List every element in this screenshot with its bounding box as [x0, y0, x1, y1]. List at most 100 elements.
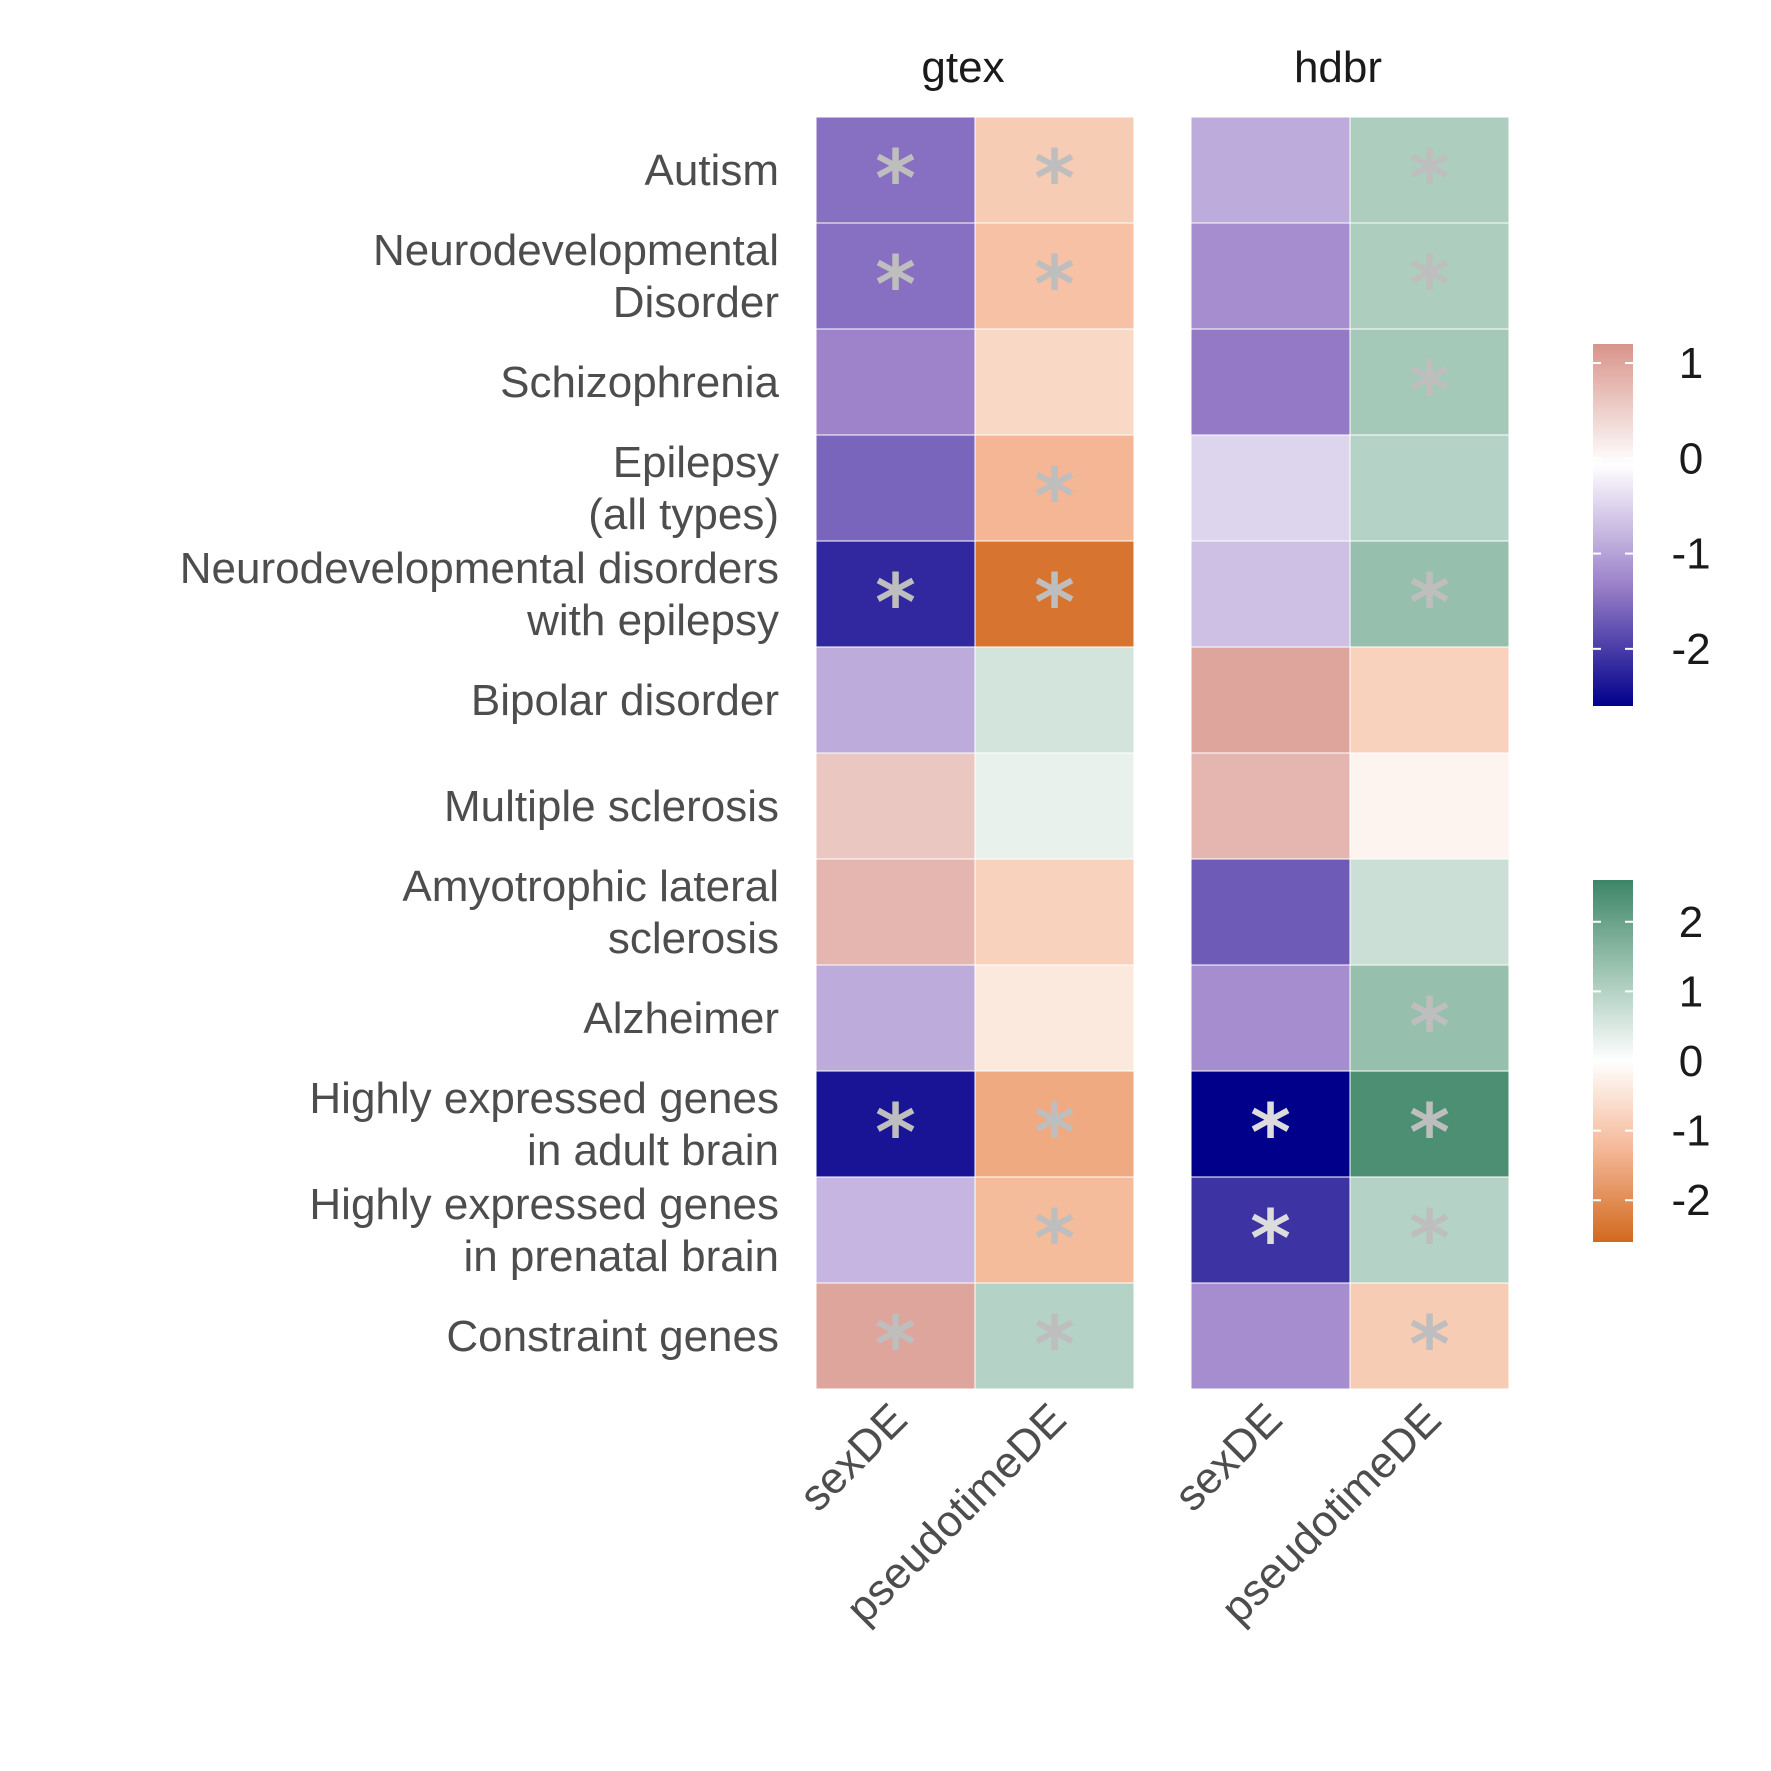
heatmap-cell: [1349, 752, 1510, 860]
heatmap-cell: [974, 964, 1135, 1072]
heatmap-cell: [1349, 1176, 1510, 1284]
significance-marker: *: [875, 559, 916, 649]
significance-marker: *: [1034, 1301, 1075, 1391]
heatmap-cell: [1349, 222, 1510, 330]
heatmap-cell: [815, 964, 976, 1072]
significance-marker: *: [1409, 135, 1450, 225]
heatmap-cell: [815, 646, 976, 754]
legend-tick-label: -1: [1671, 1107, 1710, 1156]
row-label: (all types): [588, 490, 779, 539]
row-label: Amyotrophic lateral: [402, 862, 779, 911]
significance-marker: *: [1034, 1089, 1075, 1179]
heatmap-cell: [1190, 328, 1351, 436]
legend-tick-label: -1: [1671, 530, 1710, 579]
heatmap-cell: [974, 222, 1135, 330]
row-label: Schizophrenia: [500, 358, 779, 407]
significance-marker: *: [1409, 1195, 1450, 1285]
heatmap-cell: [1349, 858, 1510, 966]
row-label: Autism: [645, 146, 779, 195]
row-label: Highly expressed genes: [309, 1180, 779, 1229]
legend-tick-label: -2: [1671, 1176, 1710, 1225]
row-label: in adult brain: [527, 1126, 779, 1175]
facet-titles: gtex hdbr: [921, 43, 1382, 92]
heatmap-cell: [974, 1176, 1135, 1284]
heatmap-cell: [1190, 540, 1351, 648]
heatmap-cells: * * * * * * * * * * * * * * * * * * * * * *: [815, 116, 1510, 1391]
row-label: Highly expressed genes: [309, 1074, 779, 1123]
significance-marker: *: [875, 135, 916, 225]
significance-marker: *: [1409, 1089, 1450, 1179]
row-label: Epilepsy: [613, 438, 779, 487]
heatmap-cell: [815, 752, 976, 860]
heatmap-cell: [815, 1070, 976, 1178]
row-label: with epilepsy: [526, 596, 779, 645]
significance-marker: *: [1250, 1089, 1291, 1179]
heatmap-cell: [815, 434, 976, 542]
heatmap-cell: [1349, 116, 1510, 224]
significance-marker: *: [1034, 135, 1075, 225]
row-label: in prenatal brain: [463, 1232, 779, 1281]
row-label: sclerosis: [608, 914, 779, 963]
heatmap-cell: [1349, 1070, 1510, 1178]
significance-marker: *: [1250, 1195, 1291, 1285]
significance-marker: *: [1034, 1195, 1075, 1285]
legend-colorbar: [1593, 344, 1633, 706]
heatmap-cell: [1190, 752, 1351, 860]
significance-marker: *: [875, 1301, 916, 1391]
significance-marker: *: [1409, 1301, 1450, 1391]
heatmap-cell: [1190, 964, 1351, 1072]
facet-title-hdbr: hdbr: [1294, 43, 1382, 92]
heatmap-cell: [815, 222, 976, 330]
heatmap-cell: [974, 752, 1135, 860]
significance-marker: *: [1034, 559, 1075, 649]
heatmap-cell: [1190, 646, 1351, 754]
significance-marker: *: [1409, 347, 1450, 437]
heatmap-cell: [1190, 222, 1351, 330]
heatmap-cell: [974, 434, 1135, 542]
row-label: Alzheimer: [583, 994, 779, 1043]
significance-marker: *: [1034, 453, 1075, 543]
color-legends: 1 0 -1 -2 2 1 0 -1 -2: [1593, 339, 1711, 1242]
legend-tick-label: -2: [1671, 625, 1710, 674]
facet-title-gtex: gtex: [921, 43, 1004, 92]
row-label: Constraint genes: [446, 1312, 779, 1361]
heatmap-cell: [1190, 116, 1351, 224]
legend-tick-label: 1: [1679, 967, 1703, 1016]
heatmap-cell: [815, 328, 976, 436]
significance-marker: *: [1409, 983, 1450, 1073]
legend-tick-label: 0: [1679, 434, 1703, 483]
heatmap-cell: [974, 646, 1135, 754]
heatmap-cell: [1349, 646, 1510, 754]
significance-marker: *: [875, 1089, 916, 1179]
row-label: Neurodevelopmental disorders: [180, 544, 779, 593]
heatmap-cell: [974, 1282, 1135, 1390]
heatmap-cell: [815, 858, 976, 966]
heatmap-cell: [815, 1176, 976, 1284]
heatmap-cell: [974, 328, 1135, 436]
significance-marker: *: [875, 241, 916, 331]
heatmap-cell: [1349, 540, 1510, 648]
heatmap-cell: [1190, 1070, 1351, 1178]
significance-marker: *: [1409, 241, 1450, 331]
heatmap-cell: [1349, 1282, 1510, 1390]
column-label: sexDE: [1165, 1394, 1291, 1520]
heatmap-cell: [1190, 1176, 1351, 1284]
significance-marker: *: [1409, 559, 1450, 649]
row-label: Multiple sclerosis: [444, 782, 779, 831]
significance-marker: *: [1034, 241, 1075, 331]
heatmap-cell: [1190, 858, 1351, 966]
heatmap-cell: [974, 116, 1135, 224]
legend-tick-label: 2: [1679, 898, 1703, 947]
heatmap-cell: [1190, 1282, 1351, 1390]
row-label: Neurodevelopmental: [373, 226, 779, 275]
heatmap-cell: [1190, 434, 1351, 542]
row-label: Disorder: [613, 278, 779, 327]
row-label: Bipolar disorder: [471, 676, 779, 725]
heatmap-cell: [1349, 964, 1510, 1072]
legend-tick-label: 0: [1679, 1037, 1703, 1086]
heatmap-cell: [815, 116, 976, 224]
heatmap-cell: [974, 858, 1135, 966]
